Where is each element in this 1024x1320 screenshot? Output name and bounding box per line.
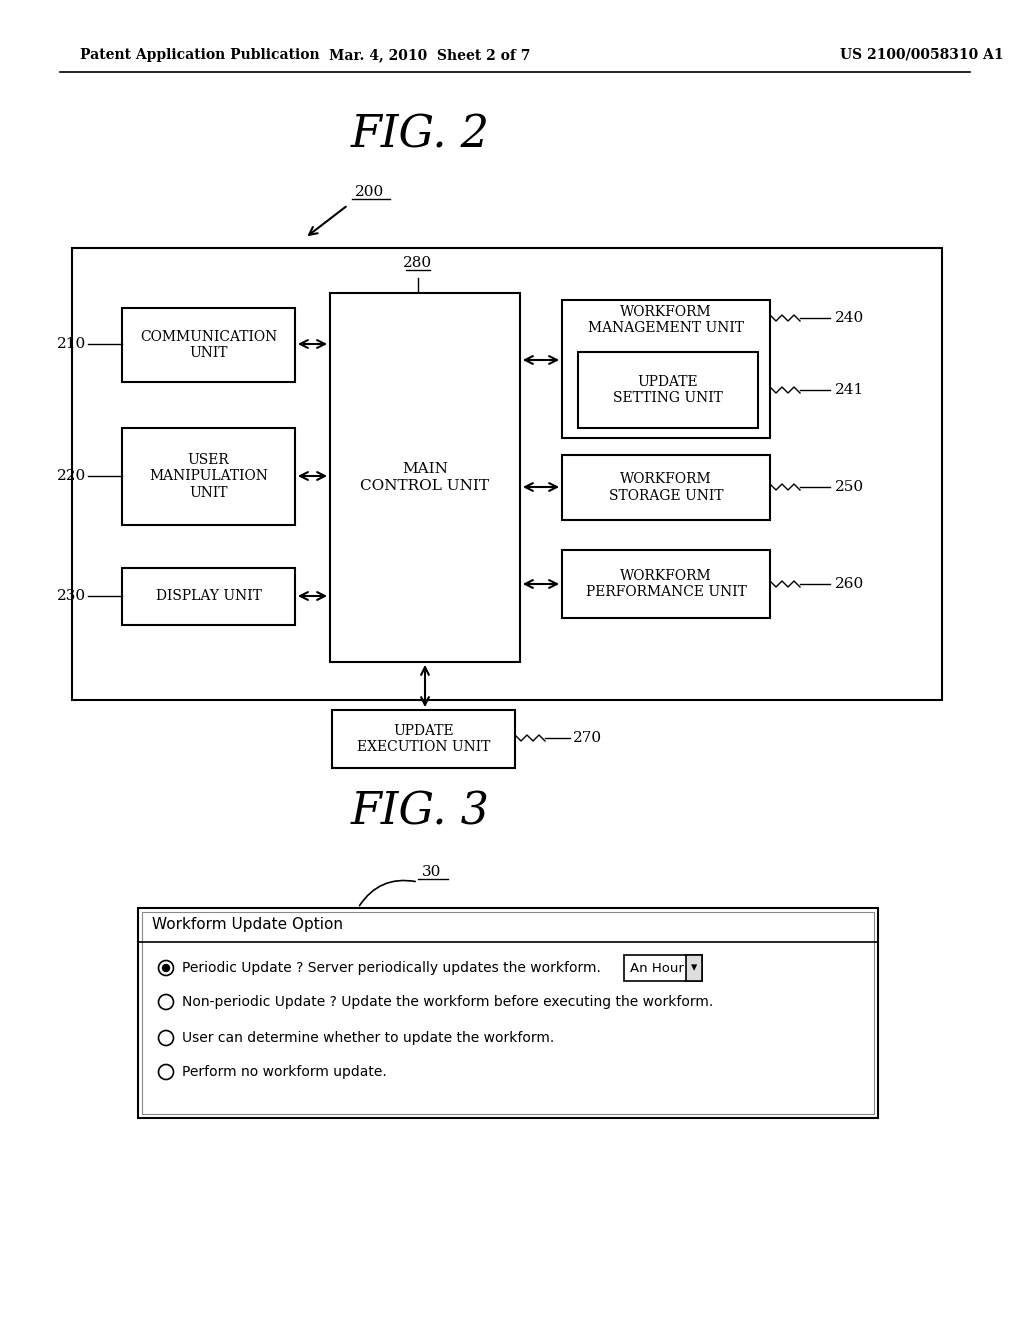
Text: USER
MANIPULATION
UNIT: USER MANIPULATION UNIT [150,453,268,500]
Bar [330,293,520,663]
Bar [578,352,758,428]
Text: WORKFORM
PERFORMANCE UNIT: WORKFORM PERFORMANCE UNIT [586,569,746,599]
Text: 250: 250 [835,480,864,494]
Text: Periodic Update ? Server periodically updates the workform.: Periodic Update ? Server periodically up… [182,961,601,975]
Circle shape [163,965,170,972]
Bar [72,248,942,700]
Bar [686,954,702,981]
Text: 210: 210 [56,337,86,351]
Bar [562,550,770,618]
Text: Workform Update Option: Workform Update Option [152,917,343,932]
Text: WORKFORM
MANAGEMENT UNIT: WORKFORM MANAGEMENT UNIT [588,305,744,335]
Text: COMMUNICATION
UNIT: COMMUNICATION UNIT [140,330,278,360]
Bar [122,308,295,381]
Text: 260: 260 [835,577,864,591]
Text: ▾: ▾ [691,961,697,974]
Text: 270: 270 [573,731,602,744]
Text: Patent Application Publication: Patent Application Publication [80,48,319,62]
Bar [624,954,702,981]
Text: User can determine whether to update the workform.: User can determine whether to update the… [182,1031,554,1045]
Bar [138,908,878,1118]
Text: 220: 220 [56,469,86,483]
Text: Non-periodic Update ? Update the workform before executing the workform.: Non-periodic Update ? Update the workfor… [182,995,714,1008]
Text: 280: 280 [403,256,432,271]
Text: 200: 200 [355,185,385,199]
Bar [122,568,295,624]
Text: 230: 230 [57,589,86,603]
Text: 241: 241 [835,383,864,397]
Text: UPDATE
EXECUTION UNIT: UPDATE EXECUTION UNIT [356,723,490,754]
Text: WORKFORM
STORAGE UNIT: WORKFORM STORAGE UNIT [608,473,723,503]
Bar [332,710,515,768]
Bar [142,912,874,1114]
Text: Mar. 4, 2010  Sheet 2 of 7: Mar. 4, 2010 Sheet 2 of 7 [330,48,530,62]
Text: An Hour: An Hour [630,961,684,974]
Text: DISPLAY UNIT: DISPLAY UNIT [156,590,261,603]
Text: Perform no workform update.: Perform no workform update. [182,1065,387,1078]
Text: FIG. 3: FIG. 3 [350,791,489,834]
Bar [562,455,770,520]
Bar [122,428,295,525]
Text: US 2100/0058310 A1: US 2100/0058310 A1 [840,48,1004,62]
Bar [562,300,770,438]
Text: MAIN
CONTROL UNIT: MAIN CONTROL UNIT [360,462,489,492]
Text: FIG. 2: FIG. 2 [350,114,489,157]
Text: UPDATE
SETTING UNIT: UPDATE SETTING UNIT [613,375,723,405]
Text: 240: 240 [835,312,864,325]
Text: 30: 30 [422,865,441,879]
